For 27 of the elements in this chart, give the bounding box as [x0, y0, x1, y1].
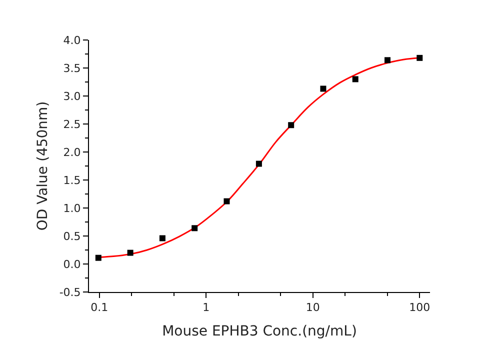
point [352, 76, 358, 82]
x-tick-label: 100 [409, 301, 430, 314]
y-tick-label: 4.0 [63, 34, 81, 47]
x-tick-label: 1 [202, 301, 210, 314]
point [416, 54, 423, 61]
x-tick-label: 0.1 [90, 301, 108, 314]
point [159, 235, 166, 242]
y-tick-label: -0.5 [59, 286, 81, 299]
point [256, 160, 262, 167]
point [192, 225, 198, 232]
y-tick-label: 1.5 [63, 174, 81, 187]
point [95, 254, 102, 261]
point [320, 86, 326, 92]
x-axis-title: Mouse EPHB3 Conc.(ng/mL) [162, 324, 357, 340]
point [288, 122, 294, 128]
point [224, 198, 230, 204]
y-tick-label: 2.5 [63, 118, 81, 131]
x-tick-label: 10 [306, 301, 320, 314]
y-axis-title: OD Value (450nm) [34, 101, 51, 231]
y-tick-label: 0.0 [63, 258, 81, 271]
y-tick-label: 1.0 [63, 202, 81, 215]
point [127, 250, 134, 256]
y-tick-label: 2.0 [63, 146, 81, 159]
y-tick-label: 3.5 [63, 62, 81, 75]
y-tick-label: 0.5 [63, 230, 81, 243]
y-tick-label: 3.0 [63, 90, 81, 103]
point [384, 57, 391, 64]
